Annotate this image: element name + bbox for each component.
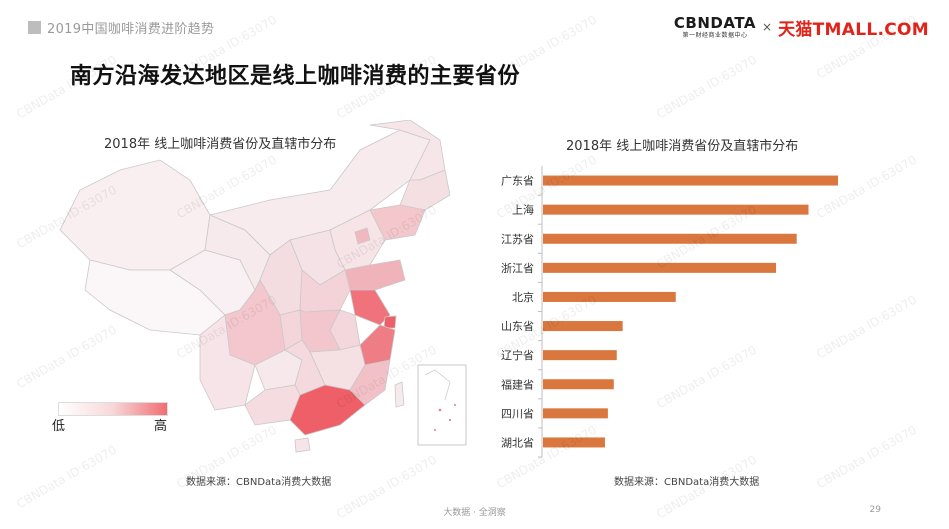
page-number: 29: [869, 505, 881, 515]
legend-high-label: 高: [154, 419, 168, 434]
category-label: 福建省: [501, 377, 534, 391]
region-zhejiang: [359, 324, 396, 366]
region-yunnan: [199, 314, 256, 411]
logo-group: CBNDATA 第一财经商业数据中心 × 天猫TMALL.COM: [674, 12, 929, 42]
category-label: 四川省: [501, 407, 534, 420]
region-beijing: [354, 227, 371, 245]
category-label: 上海: [512, 203, 534, 217]
bar: [543, 204, 809, 215]
category-label: 北京: [512, 290, 534, 304]
logo-separator: ×: [762, 20, 773, 34]
category-label: 辽宁省: [501, 348, 534, 362]
south-china-sea-inset: [417, 364, 467, 446]
legend-gradient-bar: [58, 402, 168, 416]
bar: [543, 408, 608, 419]
region-hainan: [294, 437, 311, 453]
region-shanghai: [383, 315, 397, 329]
cbndata-logo: CBNDATA 第一财经商业数据中心: [673, 13, 756, 39]
region-guangdong: [289, 384, 366, 436]
tmall-logo: 天猫TMALL.COM: [778, 19, 929, 40]
map-title: 2018年 线上咖啡消费省份及直辖市分布: [104, 137, 337, 152]
category-label: 浙江省: [501, 262, 534, 275]
section-marker-icon: [28, 20, 41, 34]
bar: [543, 321, 623, 332]
bar: [543, 291, 676, 302]
color-legend: 低 高: [52, 402, 174, 434]
bar: [543, 437, 605, 448]
bar: [543, 379, 614, 390]
watermark-text: CBNData ID:63070: [654, 52, 759, 122]
category-label: 山东省: [501, 320, 534, 333]
bar: [543, 233, 797, 244]
bar-chart-source-note: 数据来源：CBNData消费大数据: [614, 477, 760, 488]
region-xinjiang: [59, 159, 211, 271]
bar-chart-title: 2018年 线上咖啡消费省份及直辖市分布: [566, 139, 799, 154]
region-taiwan: [394, 381, 405, 408]
province-bar-chart: 广东省上海江苏省浙江省北京山东省辽宁省福建省四川省湖北省: [480, 160, 880, 460]
top-bar: 2019中国咖啡消费进阶趋势: [0, 16, 214, 38]
footer-text: 大数据 · 全洞察: [443, 508, 506, 518]
breadcrumb: 2019中国咖啡消费进阶趋势: [47, 21, 215, 37]
cbndata-logo-text: CBNDATA: [673, 13, 756, 32]
bar: [543, 350, 617, 361]
category-label: 湖北省: [501, 436, 534, 449]
bar: [543, 175, 838, 186]
china-map-svg: [59, 119, 467, 453]
legend-low-label: 低: [52, 419, 66, 434]
category-label: 江苏省: [501, 233, 534, 246]
page-title: 南方沿海发达地区是线上咖啡消费的主要省份: [70, 64, 521, 89]
category-label: 广东省: [501, 175, 534, 188]
bar: [543, 262, 777, 273]
map-source-note: 数据来源：CBNData消费大数据: [186, 477, 332, 488]
china-heatmap: [40, 119, 470, 455]
cbndata-logo-subtitle: 第一财经商业数据中心: [682, 31, 748, 39]
